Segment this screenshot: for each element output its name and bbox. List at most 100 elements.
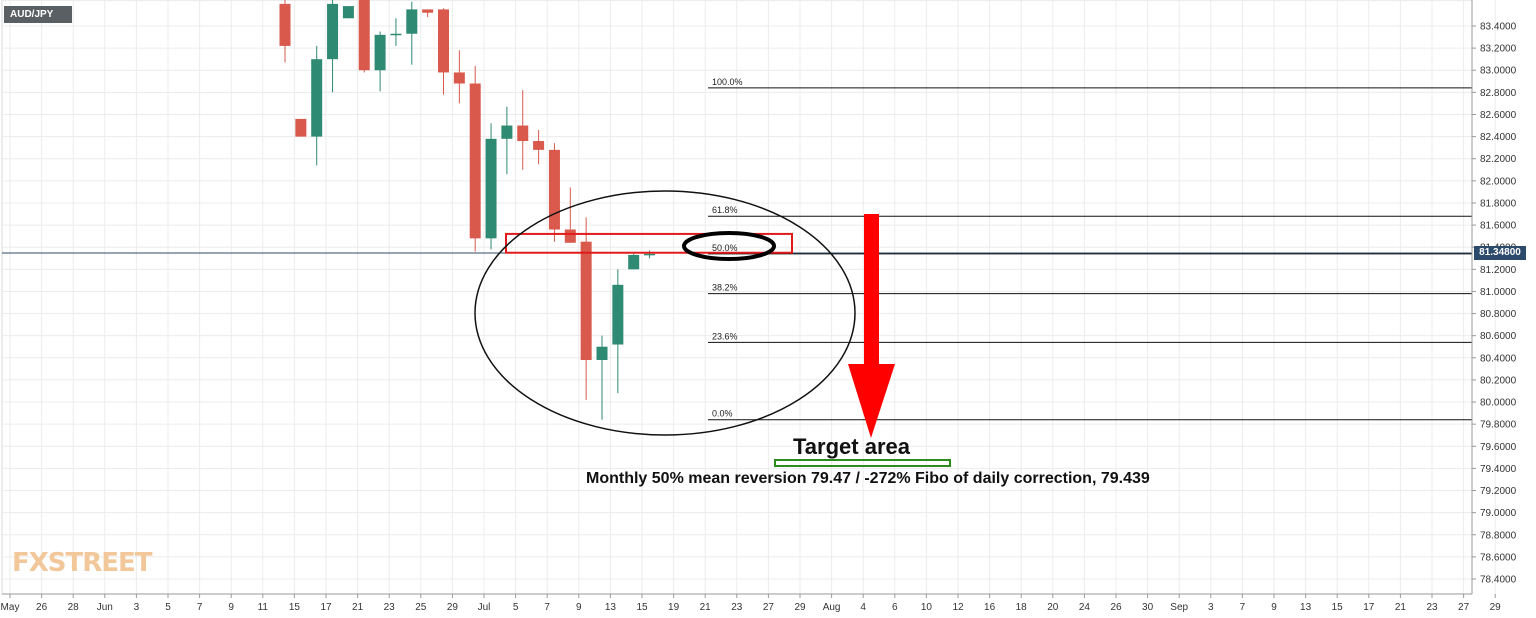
x-tick-label: 13 [605, 602, 617, 613]
x-tick-label: 3 [1208, 602, 1214, 613]
y-tick-label: 81.8000 [1480, 198, 1517, 209]
candle-body [596, 346, 608, 361]
resistance-zone-box [505, 232, 793, 254]
x-tick-label: 13 [1300, 602, 1312, 613]
y-tick-label: 79.0000 [1480, 508, 1517, 519]
x-tick-label: 5 [513, 602, 519, 613]
candle-body [279, 3, 291, 46]
y-tick-label: 81.0000 [1480, 287, 1517, 298]
target-area-box [774, 459, 951, 467]
target-arrow-head [848, 364, 895, 438]
y-axis: 83.4000 83.2000 83.0000 82.8000 82.6000 82.40… [1471, 0, 1517, 594]
x-tick-label: 20 [1047, 602, 1059, 613]
y-tick-label: 83.0000 [1480, 66, 1517, 77]
candle-body [564, 229, 576, 243]
x-tick-label: 26 [1110, 602, 1122, 613]
x-tick-label: 27 [1458, 602, 1470, 613]
x-tick-label: Sep [1170, 602, 1188, 613]
y-tick-label: 82.2000 [1480, 154, 1517, 165]
candle-body [548, 149, 560, 230]
candle-body [390, 33, 402, 36]
x-tick-label: 9 [576, 602, 582, 613]
y-tick-label: 78.6000 [1480, 552, 1517, 563]
x-tick-label: 25 [415, 602, 427, 613]
x-tick-label: Jun [97, 602, 113, 613]
y-tick-label: 79.2000 [1480, 486, 1517, 497]
x-tick-label: 16 [984, 602, 996, 613]
x-tick-label: 4 [860, 602, 866, 613]
x-tick-label: 3 [134, 602, 140, 613]
x-tick-label: 19 [668, 602, 680, 613]
x-tick-label: Aug [823, 602, 841, 613]
target-arrow-shaft [864, 214, 879, 366]
x-tick-label: 9 [1271, 602, 1277, 613]
y-tick-label: 78.8000 [1480, 530, 1517, 541]
candle-body [501, 125, 513, 139]
y-tick-label: 82.4000 [1480, 132, 1517, 143]
x-tick-label: 24 [1079, 602, 1091, 613]
y-tick-label: 80.2000 [1480, 375, 1517, 386]
x-tick-label: 29 [794, 602, 806, 613]
target-area-title: Target area [793, 434, 910, 459]
fib-level-label: 38.2% [712, 283, 738, 293]
x-tick-label: 23 [731, 602, 743, 613]
x-tick-label: 28 [68, 602, 80, 613]
x-tick-label: 21 [352, 602, 364, 613]
fib-level-label: 61.8% [712, 205, 738, 215]
x-tick-label: 18 [1016, 602, 1028, 613]
y-tick-label: 78.4000 [1480, 575, 1517, 586]
candle-body [644, 253, 656, 256]
y-tick-label: 79.6000 [1480, 442, 1517, 453]
x-tick-label: 9 [228, 602, 234, 613]
y-tick-label: 82.6000 [1480, 110, 1517, 121]
y-tick-label: 83.4000 [1480, 22, 1517, 33]
x-tick-label: 7 [197, 602, 203, 613]
candle-body [438, 9, 449, 73]
x-tick-label: 10 [921, 602, 933, 613]
x-tick-label: 27 [763, 602, 775, 613]
y-tick-label: 80.6000 [1480, 331, 1517, 342]
x-axis: May 26 28 Jun 3 5 7 9 11 15 17 21 23 25 29 Jul 5 7 9 13 15 19… [1, 593, 1502, 613]
y-tick-label: 80.0000 [1480, 398, 1517, 409]
candle-body [295, 118, 307, 137]
candle-body [485, 138, 497, 239]
candle-body [327, 3, 339, 60]
x-tick-label: Jul [478, 602, 491, 613]
x-tick-label: 17 [1363, 602, 1375, 613]
fib-level-label: 23.6% [712, 331, 738, 341]
candle-body [453, 72, 465, 84]
symbol-label: AUD/JPY [4, 6, 72, 23]
x-tick-label: 23 [384, 602, 396, 613]
fib-level-label: 0.0% [712, 409, 733, 419]
candles-layer [279, 0, 656, 420]
x-tick-label: 29 [1490, 602, 1502, 613]
y-tick-label: 81.6000 [1480, 221, 1517, 232]
y-tick-label: 80.4000 [1480, 353, 1517, 364]
grid-layer [1, 0, 1496, 595]
annotations-layer [474, 190, 951, 467]
x-tick-label: 7 [1240, 602, 1246, 613]
last-price-badge: 81.34800 [1474, 246, 1526, 260]
x-tick-label: 17 [320, 602, 332, 613]
candle-body [358, 0, 370, 71]
y-tick-label: 83.2000 [1480, 44, 1517, 55]
candle-body [374, 34, 386, 71]
candle-body [406, 9, 418, 34]
x-tick-label: 15 [636, 602, 648, 613]
candle-body [612, 284, 624, 345]
x-tick-label: 21 [1395, 602, 1407, 613]
x-tick-label: 30 [1142, 602, 1154, 613]
y-tick-label: 80.8000 [1480, 309, 1517, 320]
fib-50-highlight-ellipse [682, 231, 776, 261]
x-tick-label: 15 [1332, 602, 1344, 613]
candle-body [517, 125, 529, 142]
x-tick-label: 21 [700, 602, 712, 613]
candle-body [533, 141, 545, 150]
candle-body [628, 254, 640, 270]
fib-level-label: 100.0% [712, 77, 743, 87]
x-tick-label: 6 [892, 602, 898, 613]
candle-body [311, 59, 323, 137]
x-tick-label: 23 [1426, 602, 1438, 613]
x-tick-label: 7 [544, 602, 550, 613]
target-area-note: Monthly 50% mean reversion 79.47 / -272%… [586, 470, 1150, 487]
